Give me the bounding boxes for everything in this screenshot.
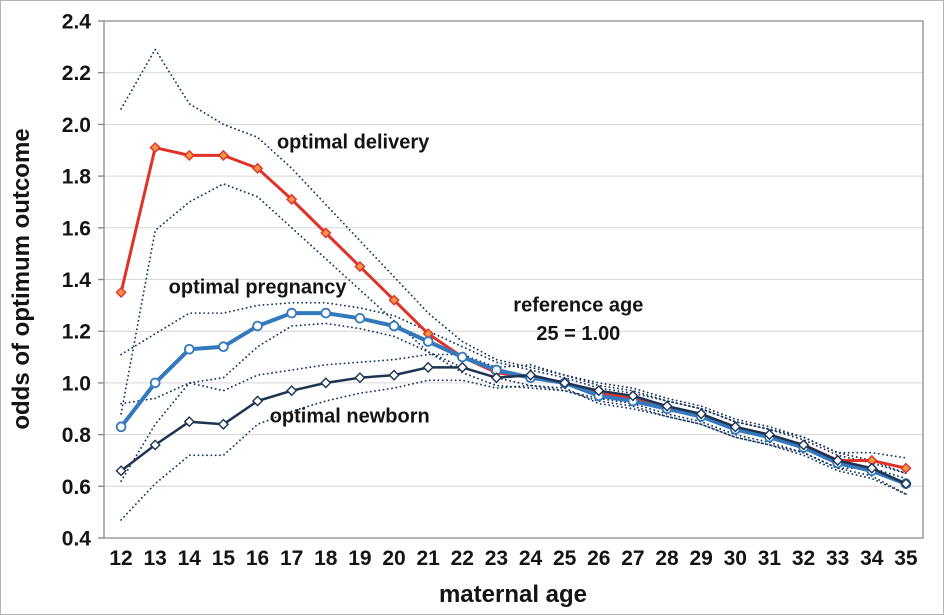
- marker-optimal-delivery: [115, 286, 127, 299]
- marker-optimal-newborn: [115, 465, 127, 477]
- annotation-reference-age: reference age: [513, 294, 643, 316]
- marker-optimal-newborn: [183, 416, 195, 428]
- plot-border: [103, 20, 924, 539]
- marker-optimal-newborn: [559, 377, 571, 389]
- marker-optimal-newborn: [832, 454, 844, 467]
- marker-optimal-delivery: [217, 149, 230, 162]
- marker-optimal-newborn: [320, 377, 332, 389]
- y-tick-label: 1.6: [62, 217, 91, 240]
- series-line-optimal-pregnancy-ci-upper: [120, 301, 907, 475]
- y-tick-label: 0.4: [62, 528, 92, 551]
- marker-optimal-newborn: [149, 439, 161, 451]
- annotation-optimal-newborn: optimal newborn: [270, 406, 430, 428]
- x-tick-label: 30: [724, 547, 747, 570]
- y-tick-label: 2.0: [62, 114, 91, 137]
- y-tick-label: 2.4: [62, 11, 92, 34]
- marker-optimal-newborn: [456, 361, 468, 373]
- x-tick-label: 34: [860, 547, 884, 570]
- marker-optimal-delivery: [354, 260, 366, 273]
- x-tick-label: 13: [144, 547, 167, 570]
- y-tick-label: 1.8: [62, 166, 92, 189]
- marker-optimal-pregnancy: [218, 341, 229, 353]
- x-tick-label: 29: [690, 547, 713, 570]
- marker-optimal-pregnancy: [286, 307, 297, 319]
- marker-optimal-pregnancy: [115, 421, 127, 433]
- x-tick-label: 19: [348, 547, 371, 570]
- marker-optimal-delivery: [149, 142, 161, 154]
- x-tick-label: 24: [519, 547, 543, 570]
- marker-optimal-newborn: [661, 400, 673, 412]
- series-line-optimal-newborn-ci-upper: [120, 353, 907, 475]
- marker-optimal-pregnancy: [354, 312, 366, 324]
- series-line-optimal-pregnancy: [119, 311, 908, 486]
- marker-optimal-pregnancy: [320, 307, 332, 319]
- marker-optimal-newborn: [695, 408, 707, 420]
- marker-optimal-pregnancy: [149, 377, 161, 389]
- x-tick-label: 12: [109, 547, 132, 570]
- x-tick-label: 31: [758, 547, 782, 570]
- y-tick-label: 1.0: [62, 372, 91, 395]
- x-tick-label: 16: [246, 547, 269, 570]
- marker-optimal-pregnancy: [184, 343, 195, 355]
- marker-optimal-newborn: [524, 369, 537, 381]
- x-tick-label: 33: [826, 547, 849, 570]
- marker-optimal-newborn: [422, 361, 434, 373]
- marker-optimal-newborn: [797, 439, 810, 451]
- marker-optimal-newborn: [490, 372, 503, 384]
- marker-optimal-newborn: [763, 429, 776, 441]
- x-tick-label: 35: [894, 547, 918, 570]
- x-tick-label: 20: [382, 547, 405, 570]
- x-tick-label: 23: [485, 547, 508, 570]
- marker-optimal-newborn: [900, 478, 912, 490]
- x-tick-label: 28: [655, 547, 679, 570]
- series-line-optimal-delivery-ci-upper: [120, 48, 907, 459]
- y-tick-label: 0.8: [62, 424, 92, 447]
- annotation-25-1-00: 25 = 1.00: [536, 323, 620, 345]
- marker-optimal-pregnancy: [388, 320, 400, 332]
- y-tick-label: 0.6: [62, 476, 91, 499]
- series-line-optimal-newborn: [119, 366, 908, 485]
- marker-optimal-delivery: [388, 294, 400, 306]
- marker-optimal-newborn: [866, 462, 878, 474]
- annotation-optimal-delivery: optimal delivery: [277, 131, 430, 153]
- x-tick-label: 26: [587, 547, 610, 570]
- marker-optimal-newborn: [627, 390, 639, 402]
- x-axis-title: maternal age: [439, 581, 587, 608]
- marker-optimal-newborn: [388, 369, 400, 381]
- x-tick-label: 15: [212, 547, 236, 570]
- marker-optimal-newborn: [593, 385, 605, 397]
- marker-optimal-pregnancy: [422, 336, 434, 347]
- marker-optimal-delivery: [900, 462, 912, 474]
- y-tick-label: 1.2: [62, 321, 91, 344]
- marker-optimal-delivery: [320, 227, 332, 239]
- marker-optimal-newborn: [251, 395, 264, 407]
- annotation-optimal-pregnancy: optimal pregnancy: [169, 276, 348, 298]
- marker-optimal-delivery: [251, 162, 264, 174]
- x-tick-label: 18: [314, 547, 338, 570]
- plot-area: 0.4 0.6 0.8 1.0 1.2 1.4 1.6 1.8 2.0 2.2 2.4 12 13 14 1…: [62, 11, 924, 570]
- x-tick-label: 14: [178, 547, 202, 570]
- marker-optimal-delivery: [183, 149, 195, 162]
- marker-optimal-newborn: [217, 418, 230, 430]
- marker-optimal-newborn: [286, 385, 298, 397]
- x-tick-label: 22: [451, 547, 474, 570]
- marker-optimal-pregnancy: [457, 351, 468, 363]
- marker-optimal-newborn: [354, 372, 366, 384]
- x-tick-label: 17: [280, 547, 303, 570]
- x-tick-label: 27: [621, 547, 644, 570]
- x-tick-label: 21: [417, 547, 441, 570]
- y-axis-title: odds of optimum outcome: [8, 128, 35, 429]
- series-line-optimal-pregnancy-ci-lower: [120, 322, 907, 496]
- marker-optimal-delivery: [286, 193, 298, 205]
- marker-optimal-pregnancy: [252, 320, 263, 332]
- x-tick-label: 25: [553, 547, 577, 570]
- y-tick-label: 1.4: [62, 269, 92, 292]
- y-tick-label: 2.2: [62, 62, 91, 85]
- marker-optimal-newborn: [729, 421, 741, 433]
- x-tick-label: 32: [792, 547, 815, 570]
